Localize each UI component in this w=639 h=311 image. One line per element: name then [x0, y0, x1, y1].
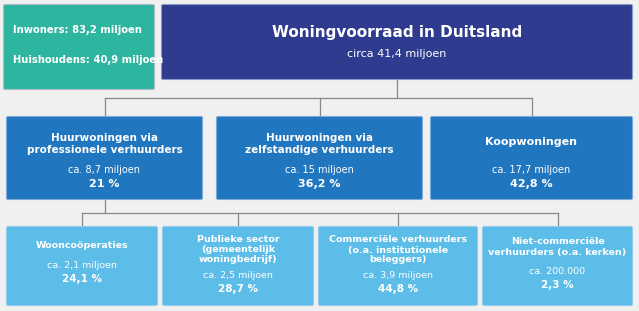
Text: 21 %: 21 %: [89, 179, 119, 189]
Text: beleggers): beleggers): [369, 256, 427, 264]
Text: ca. 200.000: ca. 200.000: [530, 267, 585, 276]
Text: ca. 3,9 miljoen: ca. 3,9 miljoen: [363, 272, 433, 281]
Text: ca. 15 miljoen: ca. 15 miljoen: [285, 165, 354, 175]
Text: Commerciële verhuurders: Commerciële verhuurders: [329, 235, 467, 244]
Text: Inwoners: 83,2 miljoen: Inwoners: 83,2 miljoen: [13, 25, 142, 35]
Text: ca. 2,1 miljoen: ca. 2,1 miljoen: [47, 262, 117, 271]
FancyBboxPatch shape: [162, 4, 633, 80]
Text: 42,8 %: 42,8 %: [510, 179, 553, 189]
Text: zelfstandige verhuurders: zelfstandige verhuurders: [245, 145, 394, 155]
Text: ca. 8,7 miljoen: ca. 8,7 miljoen: [68, 165, 141, 175]
Text: (o.a. institutionele: (o.a. institutionele: [348, 245, 448, 254]
Text: Huishoudens: 40,9 miljoen: Huishoudens: 40,9 miljoen: [13, 55, 163, 65]
Text: Wooncoöperaties: Wooncoöperaties: [36, 242, 128, 250]
Text: 24,1 %: 24,1 %: [62, 274, 102, 284]
FancyBboxPatch shape: [3, 4, 155, 90]
FancyBboxPatch shape: [482, 226, 633, 305]
Text: Huurwoningen via: Huurwoningen via: [266, 133, 373, 143]
FancyBboxPatch shape: [6, 117, 203, 199]
Text: verhuurders (o.a. kerken): verhuurders (o.a. kerken): [488, 248, 627, 258]
FancyBboxPatch shape: [6, 226, 157, 305]
FancyBboxPatch shape: [217, 117, 422, 199]
Text: 36,2 %: 36,2 %: [298, 179, 341, 189]
Text: Koopwoningen: Koopwoningen: [486, 137, 578, 147]
Text: ca. 17,7 miljoen: ca. 17,7 miljoen: [493, 165, 571, 175]
Text: Niet-commerciële: Niet-commerciële: [511, 238, 604, 247]
Text: 2,3 %: 2,3 %: [541, 280, 574, 290]
Text: Publieke sector: Publieke sector: [197, 235, 279, 244]
FancyBboxPatch shape: [318, 226, 477, 305]
Text: 28,7 %: 28,7 %: [218, 284, 258, 294]
Text: (gemeentelijk: (gemeentelijk: [201, 245, 275, 254]
Text: professionele verhuurders: professionele verhuurders: [27, 145, 182, 155]
FancyBboxPatch shape: [431, 117, 633, 199]
Text: circa 41,4 miljoen: circa 41,4 miljoen: [348, 49, 447, 59]
Text: ca. 2,5 miljoen: ca. 2,5 miljoen: [203, 272, 273, 281]
Text: Huurwoningen via: Huurwoningen via: [51, 133, 158, 143]
FancyBboxPatch shape: [162, 226, 314, 305]
Text: woningbedrijf): woningbedrijf): [199, 256, 277, 264]
Text: Woningvoorraad in Duitsland: Woningvoorraad in Duitsland: [272, 25, 522, 39]
Text: 44,8 %: 44,8 %: [378, 284, 418, 294]
